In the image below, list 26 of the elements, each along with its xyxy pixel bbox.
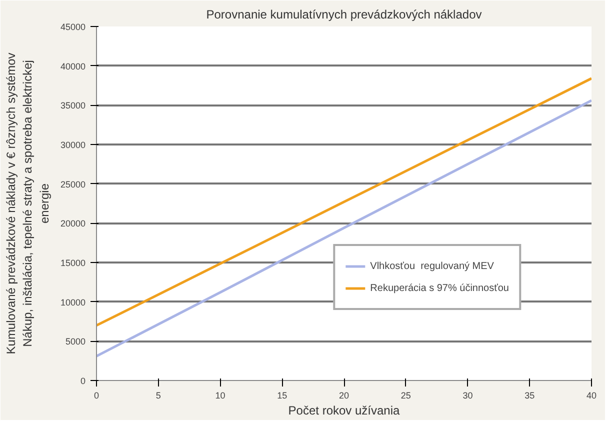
x-tick-label: 35	[524, 390, 535, 400]
x-tick-label: 15	[277, 390, 288, 400]
y-tick-label: 15000	[60, 258, 86, 268]
x-tick-label: 30	[462, 390, 473, 400]
chart-title: Porovnanie kumulatívnych prevádzkových nákladov	[206, 8, 482, 22]
x-tick-label: 40	[586, 390, 597, 400]
y-tick-label: 35000	[60, 100, 86, 111]
y-tick-label: 10000	[60, 297, 86, 308]
x-tick-label: 10	[215, 390, 226, 400]
x-tick-label: 5	[156, 390, 161, 400]
y-tick-label: 45000	[60, 22, 86, 32]
y-tick-label: 0	[80, 376, 86, 386]
legend-label: Vlhkosťou regulovaný MEV	[370, 260, 494, 272]
line-series	[96, 99, 592, 358]
x-axis-title: Počet rokov užívania	[288, 404, 400, 418]
y-tick-label: 40000	[60, 61, 86, 72]
y-axis-title: Kumulované prevádzkové náklady v € rôznych systémov Nákup, inštalácia, tepelné straty a spotreba elektrickej energie	[4, 52, 52, 354]
x-tick-label: 20	[338, 390, 350, 400]
legend-label: Rekuperácia s 97% účinnosťou	[370, 282, 509, 294]
y-tick-label: 30000	[60, 140, 86, 150]
x-tick-label: 25	[400, 390, 411, 400]
y-tick-label: 25000	[60, 179, 86, 190]
line-series	[96, 77, 592, 327]
x-tick-label: 0	[94, 390, 100, 400]
y-tick-label: 5000	[65, 336, 86, 347]
y-tick-label: 20000	[60, 218, 86, 229]
